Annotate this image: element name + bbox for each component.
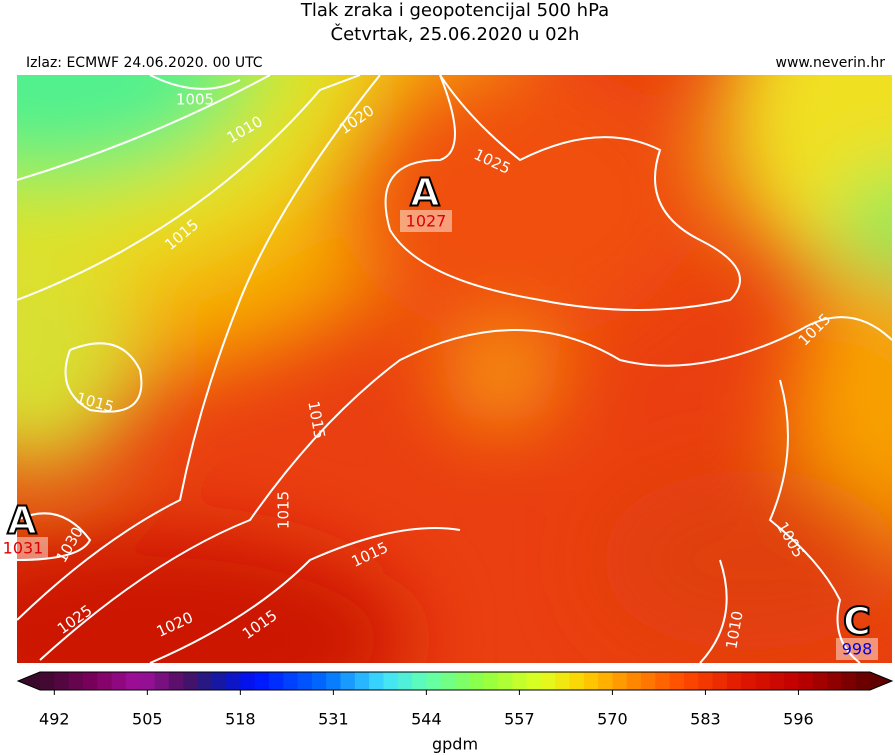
colorbar-cell bbox=[855, 672, 871, 690]
colorbar-cell bbox=[440, 672, 456, 690]
colorbar-cell bbox=[583, 672, 599, 690]
colorbar-cell bbox=[383, 672, 399, 690]
colorbar-cell bbox=[555, 672, 570, 690]
colorbar-cell bbox=[397, 672, 413, 690]
colorbar: 492 505 518 531 544 557 570 583 596 bbox=[16, 671, 894, 729]
colorbar-cell bbox=[784, 672, 799, 690]
colorbar-cell bbox=[54, 672, 70, 690]
colorbar-cell bbox=[655, 672, 671, 690]
colorbar-cell bbox=[841, 672, 857, 690]
colorbar-tick-label: 570 bbox=[597, 710, 628, 729]
colorbar-cell bbox=[97, 672, 113, 690]
colorbar-cell bbox=[755, 672, 771, 690]
colorbar-cell bbox=[211, 672, 227, 690]
colorbar-cell bbox=[526, 672, 542, 690]
colorbar-cell bbox=[827, 672, 842, 690]
colorbar-cell bbox=[483, 672, 499, 690]
colorbar-cell bbox=[641, 672, 656, 690]
colorbar-cell bbox=[254, 672, 270, 690]
colorbar-cell bbox=[340, 672, 356, 690]
colorbar-cell bbox=[512, 672, 528, 690]
colorbar-outline bbox=[16, 671, 894, 691]
high-letter: A bbox=[7, 499, 37, 543]
low-letter: C bbox=[843, 600, 871, 644]
colorbar-cell bbox=[469, 672, 485, 690]
source: Izlaz: ECMWF 24.06.2020. 00 UTC bbox=[26, 55, 263, 71]
colorbar-cell bbox=[412, 672, 427, 690]
colorbar-cell bbox=[283, 672, 299, 690]
colorbar-cell bbox=[311, 672, 327, 690]
colorbar-cell bbox=[354, 672, 370, 690]
colorbar-cell bbox=[426, 672, 442, 690]
colorbar-cell bbox=[569, 672, 585, 690]
colorbar-cell bbox=[769, 672, 785, 690]
colorbar-tick-label: 596 bbox=[783, 710, 814, 729]
colorbar-cell bbox=[683, 672, 699, 690]
colorbar-cell bbox=[111, 672, 127, 690]
colorbar-cell bbox=[240, 672, 256, 690]
colorbar-tick-label: 557 bbox=[504, 710, 535, 729]
isobar-label: 1005 bbox=[176, 91, 214, 109]
high-value: 1027 bbox=[406, 212, 447, 231]
colorbar-tick-label: 505 bbox=[132, 710, 163, 729]
colorbar-cell bbox=[612, 672, 628, 690]
colorbar-cell bbox=[712, 672, 728, 690]
isobar-label: 1015 bbox=[275, 491, 293, 529]
colorbar-cell bbox=[197, 672, 213, 690]
colorbar-cell bbox=[297, 672, 313, 690]
colorbar-min-arrow bbox=[18, 672, 40, 690]
high-value: 1031 bbox=[3, 539, 44, 558]
colorbar-cell bbox=[268, 672, 284, 690]
subtitle: Četvrtak, 25.06.2020 u 02h bbox=[331, 23, 580, 45]
colorbar-cell bbox=[497, 672, 513, 690]
colorbar-cell bbox=[168, 672, 184, 690]
high-letter: A bbox=[410, 171, 440, 215]
colorbar-cell bbox=[40, 672, 55, 690]
colorbar-unit: gpdm bbox=[432, 735, 478, 754]
colorbar-cell bbox=[669, 672, 685, 690]
colorbar-cell bbox=[125, 672, 141, 690]
colorbar-tick-label: 544 bbox=[411, 710, 442, 729]
colorbar-cell bbox=[183, 672, 198, 690]
title: Tlak zraka i geopotencijal 500 hPa bbox=[300, 0, 609, 21]
colorbar-tick-label: 531 bbox=[318, 710, 349, 729]
colorbar-cell bbox=[540, 672, 556, 690]
colorbar-cell bbox=[154, 672, 170, 690]
colorbar-cell bbox=[698, 672, 714, 690]
colorbar-cell bbox=[369, 672, 384, 690]
colorbar-cell bbox=[741, 672, 757, 690]
colorbar-cell bbox=[812, 672, 828, 690]
colorbar-cell bbox=[598, 672, 613, 690]
colorbar-tick-label: 492 bbox=[39, 710, 70, 729]
colorbar-cell bbox=[455, 672, 470, 690]
colorbar-cell bbox=[82, 672, 98, 690]
website: www.neverin.hr bbox=[776, 55, 886, 71]
colorbar-cell bbox=[68, 672, 84, 690]
pressure-centers: A 1027 A 1031 C 998 bbox=[0, 170, 878, 660]
colorbar-cell bbox=[326, 672, 342, 690]
colorbar-cell bbox=[140, 672, 155, 690]
low-value: 998 bbox=[842, 640, 873, 659]
colorbar-cell bbox=[798, 672, 814, 690]
colorbar-tick-label: 583 bbox=[690, 710, 721, 729]
colorbar-max-arrow bbox=[870, 672, 892, 690]
colorbar-cell bbox=[626, 672, 642, 690]
colorbar-cell bbox=[226, 672, 241, 690]
colorbar-tick-label: 518 bbox=[225, 710, 256, 729]
colorbar-cell bbox=[726, 672, 742, 690]
